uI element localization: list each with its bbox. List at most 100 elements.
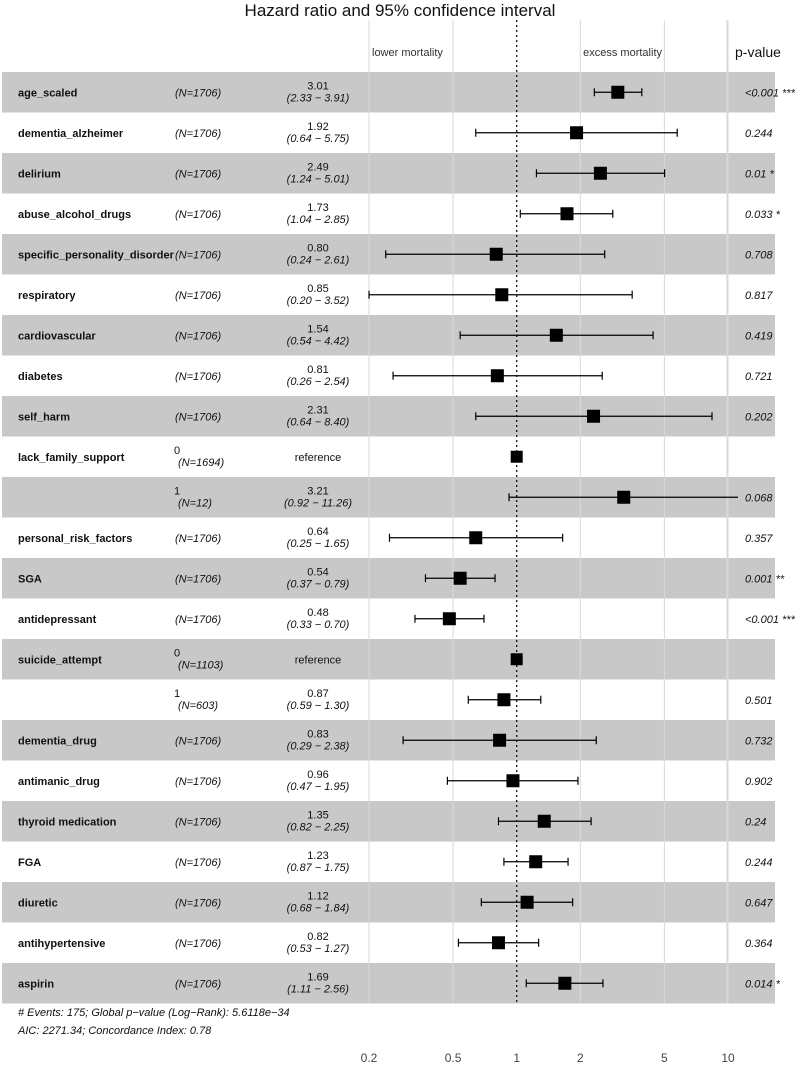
hazard-mark	[459, 328, 654, 342]
hazard-mark	[467, 693, 542, 707]
hr-point	[490, 369, 504, 383]
hr-point	[491, 936, 505, 950]
table-row: dementia_alzheimer (N=1706) 1.92(0.64 − 5.…	[18, 121, 773, 145]
variable-label: antidepressant	[18, 614, 97, 626]
hazard-mark	[392, 369, 603, 383]
n-label: (N=1706)	[175, 735, 222, 747]
pvalue-label: 0.647	[745, 897, 773, 909]
hr-label: 1.73	[307, 202, 328, 214]
level-label: 0	[174, 445, 180, 457]
chart-title: Hazard ratio and 95% confidence interval	[244, 1, 556, 20]
variable-label: SGA	[18, 573, 42, 585]
pvalue-label: 0.24	[745, 816, 766, 828]
hazard-mark	[385, 247, 606, 261]
hr-label: 0.48	[307, 607, 328, 619]
hazard-mark	[446, 774, 579, 788]
ci-label: (2.33 − 3.91)	[287, 92, 350, 104]
reference-label: reference	[295, 452, 341, 464]
hr-point	[442, 612, 456, 626]
hazard-mark	[519, 207, 614, 221]
table-row: suicide_attempt 0(N=1103) reference	[18, 647, 341, 671]
hr-point	[611, 85, 625, 99]
pvalue-label: 0.033 *	[745, 209, 781, 221]
x-tick-label: 5	[661, 1051, 668, 1065]
hr-label: 3.01	[307, 80, 328, 92]
hr-label: 2.49	[307, 161, 328, 173]
variable-label: antihypertensive	[18, 938, 105, 950]
ci-label: (0.59 − 1.30)	[287, 700, 350, 712]
variable-label: antimanic_drug	[18, 776, 100, 788]
hazard-mark	[368, 288, 633, 302]
ci-label: (1.24 − 5.01)	[287, 173, 350, 185]
hazard-mark	[525, 976, 604, 990]
hr-point	[587, 409, 601, 423]
variable-label: self_harm	[18, 411, 70, 423]
x-axis: 0.2 0.5 1 2 5 10	[361, 1051, 735, 1065]
table-row: antidepressant (N=1706) 0.48(0.33 − 0.70) <…	[18, 607, 796, 631]
ci-label: (1.11 − 2.56)	[287, 983, 349, 995]
table-row: abuse_alcohol_drugs (N=1706) 1.73(1.04 − 2…	[18, 202, 781, 226]
table-row: SGA (N=1706) 0.54(0.37 − 0.79) 0.001 **	[18, 566, 785, 590]
hazard-mark	[388, 531, 564, 545]
ci-label: (0.87 − 1.75)	[287, 862, 350, 874]
row-band	[2, 558, 775, 599]
row-band	[2, 72, 775, 113]
footer-events: # Events: 175; Global p−value (Log−Rank)…	[18, 1007, 290, 1019]
pvalue-label: 0.014 *	[745, 978, 781, 990]
hazard-marks	[368, 85, 738, 990]
table-row: lack_family_support 0(N=1694) reference	[18, 445, 341, 469]
pvalue-label: 0.419	[745, 330, 773, 342]
row-band	[2, 963, 775, 1004]
pvalue-label: 0.732	[745, 735, 773, 747]
hazard-mark	[510, 450, 523, 463]
hazard-mark	[480, 895, 574, 909]
ci-label: (0.53 − 1.27)	[287, 943, 350, 955]
pvalue-label: 0.364	[745, 938, 773, 950]
x-tick-label: 1	[513, 1051, 520, 1065]
n-label: (N=1706)	[175, 978, 222, 990]
ci-label: (0.82 − 2.25)	[287, 821, 350, 833]
ci-label: (1.04 − 2.85)	[287, 214, 350, 226]
table-row: 1(N=12) 3.21(0.92 − 11.26) 0.068	[174, 485, 773, 509]
pvalue-label: 0.244	[745, 128, 773, 140]
pvalue-label: 0.001 **	[745, 573, 785, 585]
hr-point	[493, 733, 507, 747]
hr-label: 1.12	[307, 890, 328, 902]
hazard-mark	[510, 653, 523, 666]
pvalue-label: 0.708	[745, 249, 773, 261]
x-tick-label: 10	[721, 1051, 735, 1065]
ci-label: (0.33 − 0.70)	[287, 619, 350, 631]
table-row: age_scaled (N=1706) 3.01(2.33 − 3.91) <0.00…	[18, 80, 796, 104]
hazard-mark	[508, 490, 738, 504]
table-row: self_harm (N=1706) 2.31(0.64 − 8.40) 0.202	[18, 404, 773, 428]
hr-label: 1.54	[307, 323, 328, 335]
ci-label: (0.29 − 2.38)	[287, 740, 350, 752]
ci-label: (0.64 − 5.75)	[287, 133, 350, 145]
hr-label: 1.92	[307, 121, 328, 133]
n-label: (N=1706)	[175, 897, 222, 909]
hr-point	[529, 855, 543, 869]
level-label: 1	[174, 485, 180, 497]
pvalue-header: p-value	[735, 44, 781, 60]
ci-label: (0.26 − 2.54)	[287, 376, 350, 388]
n-label: (N=1103)	[178, 659, 224, 671]
ci-label: (0.20 − 3.52)	[287, 295, 350, 307]
hazard-mark	[497, 814, 592, 828]
variable-label: lack_family_support	[18, 452, 125, 464]
variable-label: respiratory	[18, 290, 76, 302]
hr-label: 1.69	[307, 971, 328, 983]
row-bands	[2, 72, 775, 1004]
hr-label: 0.54	[307, 566, 328, 578]
ci-label: (0.37 − 0.79)	[287, 578, 350, 590]
variable-label: cardiovascular	[18, 330, 96, 342]
table-row: delirium (N=1706) 2.49(1.24 − 5.01) 0.01 *	[18, 161, 774, 185]
variable-label: abuse_alcohol_drugs	[18, 209, 131, 221]
variable-label: diuretic	[18, 897, 58, 909]
pvalue-label: 0.817	[745, 290, 773, 302]
level-label: 0	[174, 647, 180, 659]
variable-label: dementia_alzheimer	[18, 128, 124, 140]
ci-label: (0.25 − 1.65)	[287, 538, 350, 550]
hr-label: 0.85	[307, 283, 328, 295]
table-row: 1(N=603) 0.87(0.59 − 1.30) 0.501	[174, 688, 773, 712]
hr-label: 1.35	[307, 809, 328, 821]
